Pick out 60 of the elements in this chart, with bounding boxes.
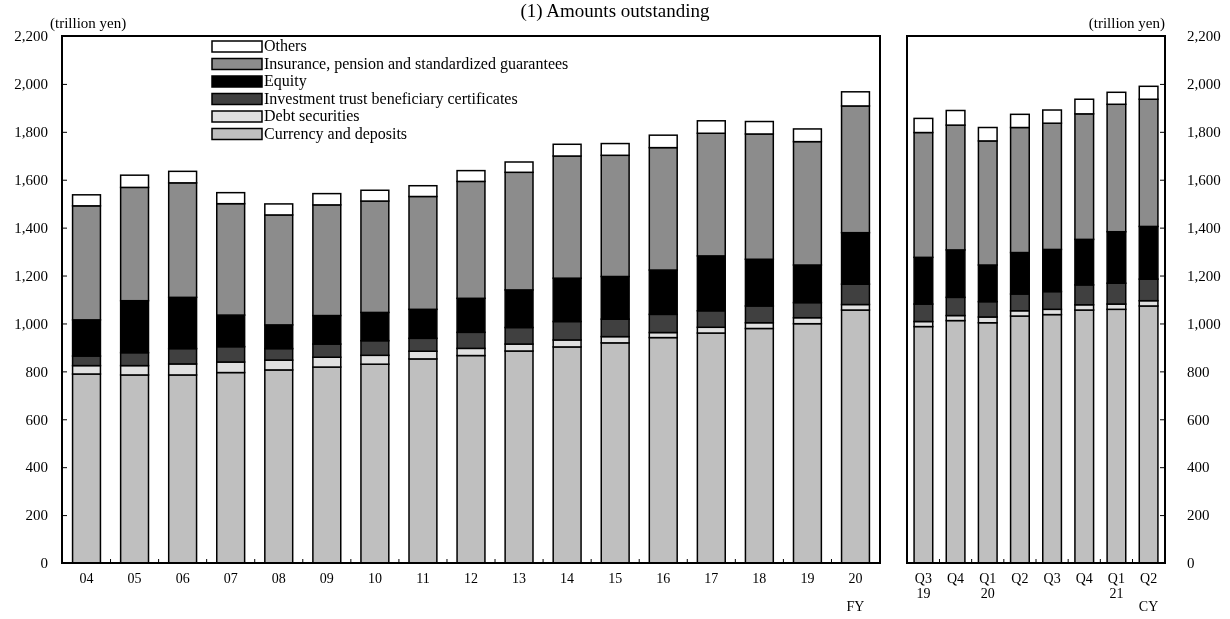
x-tick-label: 18 bbox=[752, 571, 767, 586]
y-tick-label: 800 bbox=[1187, 363, 1210, 380]
x-tick-label: 10 bbox=[367, 571, 382, 586]
y-tick-label: 1,400 bbox=[14, 219, 48, 236]
legend-label: Investment trust beneficiary certificates bbox=[264, 89, 518, 108]
y-tick-label: 1,000 bbox=[14, 315, 48, 332]
y-axis-title: (trillion yen) bbox=[1088, 15, 1165, 32]
y-tick-label: 200 bbox=[1187, 507, 1210, 524]
x-tick-label: 15 bbox=[608, 571, 623, 586]
x-tick-label: Q1 21 bbox=[1107, 571, 1125, 602]
x-tick-label: 20 bbox=[848, 571, 863, 586]
x-tick-label: Q4 bbox=[947, 571, 965, 586]
y-axis-title: (trillion yen) bbox=[50, 15, 127, 32]
x-axis-title: CY bbox=[1138, 599, 1159, 614]
x-tick-label: Q4 bbox=[1075, 571, 1093, 586]
y-tick-label: 600 bbox=[1187, 411, 1210, 428]
y-tick-label: 2,200 bbox=[14, 28, 48, 45]
legend-label: Debt securities bbox=[264, 107, 360, 124]
y-tick-label: 1,600 bbox=[14, 172, 48, 189]
y-tick-label: 2,200 bbox=[1187, 28, 1221, 45]
y-tick-label: 200 bbox=[25, 507, 48, 524]
y-tick-label: 800 bbox=[25, 363, 48, 380]
x-tick-label: 04 bbox=[79, 571, 94, 586]
x-tick-label: Q3 bbox=[1043, 571, 1061, 586]
y-tick-label: 400 bbox=[25, 459, 48, 476]
x-tick-label: 09 bbox=[319, 571, 334, 586]
y-tick-label: 0 bbox=[1187, 555, 1195, 572]
y-tick-label: 1,600 bbox=[1187, 172, 1221, 189]
x-tick-label: 12 bbox=[464, 571, 478, 586]
x-tick-label: 17 bbox=[704, 571, 719, 586]
y-tick-label: 1,000 bbox=[1187, 315, 1221, 332]
legend-label: Others bbox=[264, 37, 307, 54]
x-tick-label: Q2 bbox=[1140, 571, 1158, 586]
y-tick-label: 400 bbox=[1187, 459, 1210, 476]
legend-label: Currency and deposits bbox=[264, 124, 408, 143]
x-tick-label: 06 bbox=[175, 571, 190, 586]
x-tick-label: 11 bbox=[416, 571, 430, 586]
x-tick-label: 08 bbox=[271, 571, 286, 586]
x-tick-label: Q3 19 bbox=[914, 571, 932, 602]
x-tick-label: Q2 bbox=[1011, 571, 1029, 586]
x-tick-label: 13 bbox=[512, 571, 527, 586]
y-tick-label: 1,800 bbox=[14, 124, 48, 141]
y-tick-label: 1,400 bbox=[1187, 219, 1221, 236]
y-tick-label: 0 bbox=[40, 555, 48, 572]
y-tick-label: 2,000 bbox=[14, 76, 48, 93]
x-tick-label: 14 bbox=[560, 571, 575, 586]
y-tick-label: 1,800 bbox=[1187, 124, 1221, 141]
x-axis-title: FY bbox=[846, 599, 865, 614]
x-tick-label: 19 bbox=[800, 571, 815, 586]
y-tick-label: 1,200 bbox=[1187, 267, 1221, 284]
x-tick-label: 07 bbox=[223, 571, 238, 586]
x-tick-label: Q1 20 bbox=[979, 571, 997, 602]
y-tick-label: 1,200 bbox=[14, 267, 48, 284]
x-tick-label: 05 bbox=[127, 571, 142, 586]
chart-title: (1) Amounts outstanding bbox=[520, 0, 710, 22]
legend-label: Equity bbox=[264, 72, 307, 90]
y-tick-label: 600 bbox=[25, 411, 48, 428]
legend-label: Insurance, pension and standardized guarantees bbox=[264, 54, 569, 73]
y-tick-label: 2,000 bbox=[1187, 76, 1221, 93]
x-tick-label: 16 bbox=[656, 571, 671, 586]
